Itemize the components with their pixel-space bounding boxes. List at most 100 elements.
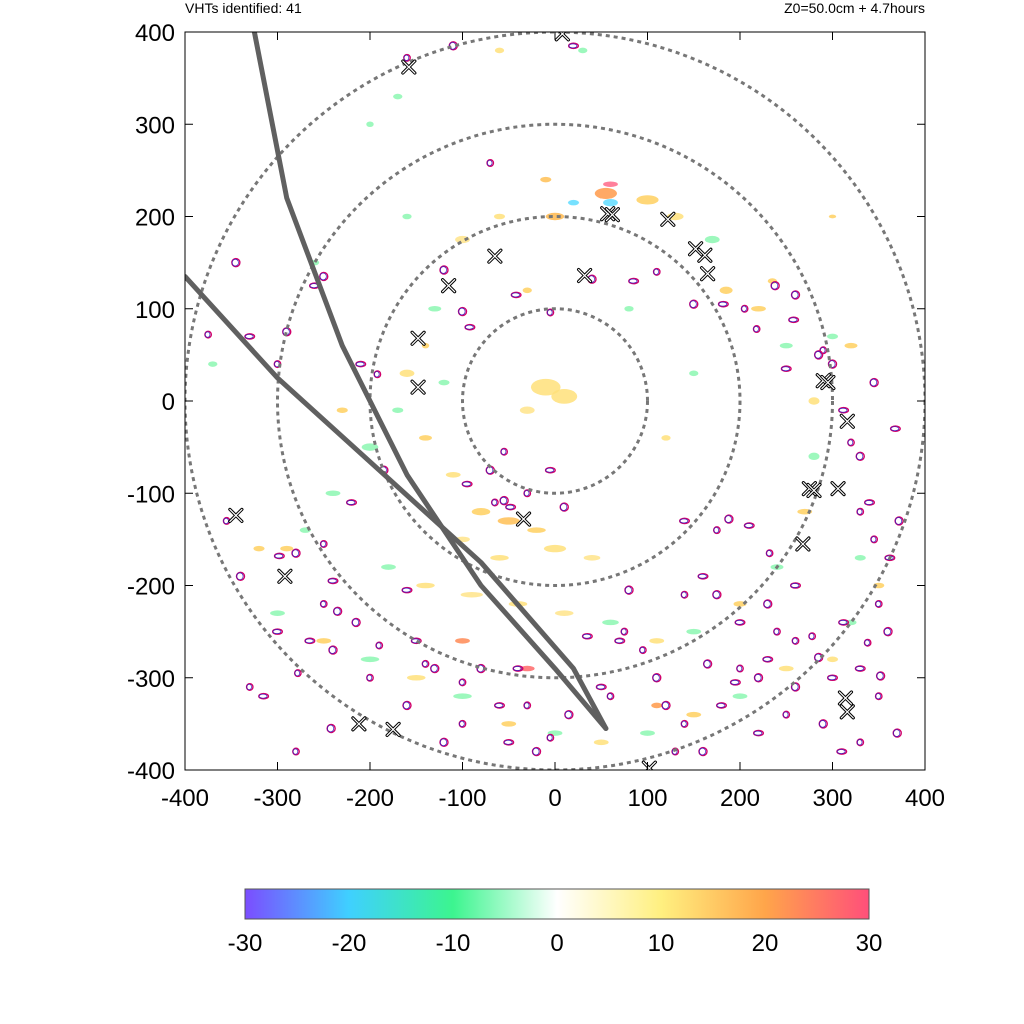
vht-marker	[641, 760, 657, 770]
vht-marker	[839, 413, 855, 429]
contour-ring-inner	[876, 672, 884, 680]
field-blob	[567, 199, 580, 206]
vht-marker	[385, 721, 401, 738]
contour-ring-inner	[272, 629, 282, 634]
contour-ring-inner	[782, 711, 789, 718]
contour-ring-inner	[814, 351, 822, 359]
vht-markers	[228, 32, 855, 770]
field-blob	[428, 305, 442, 312]
x-tick-label: 400	[905, 785, 945, 812]
vht-count-label: VHTs identified: 41	[185, 0, 302, 16]
field-blob	[280, 545, 294, 552]
marker-stroke-inner	[555, 32, 566, 41]
contour-ring-inner	[681, 720, 687, 727]
vht-marker	[515, 511, 532, 527]
field-blob	[661, 435, 671, 441]
contour-ring-inner	[741, 305, 747, 312]
contour-ring-inner	[894, 517, 903, 525]
field-noise-layer	[208, 47, 885, 746]
field-blob	[686, 711, 702, 718]
contour-ring-inner	[568, 43, 578, 49]
vht-marker	[441, 278, 457, 294]
field-blob	[501, 721, 517, 727]
contour-ring-inner	[827, 675, 837, 681]
y-tick-label: 200	[135, 205, 175, 232]
colorbar-tick-label: -10	[436, 930, 471, 957]
field-blob	[381, 564, 396, 570]
marker-stroke-inner	[698, 248, 712, 262]
contour-ring-inner	[624, 586, 632, 594]
field-blob	[751, 305, 766, 312]
contour-ring-inner	[523, 490, 530, 497]
contour-ring-inner	[320, 540, 326, 548]
y-tick-label: -200	[127, 574, 175, 601]
contour-ring-inner	[564, 710, 572, 719]
contour-ring-inner	[204, 331, 211, 338]
contour-ring-inner	[792, 637, 798, 644]
field-blob	[360, 656, 380, 663]
colorbar-tick-label: 30	[856, 930, 883, 957]
marker-stroke-inner	[821, 375, 835, 390]
field-blob	[392, 407, 404, 413]
track-lines	[185, 32, 609, 731]
contour-ring-inner	[422, 660, 428, 667]
marker-stroke-inner	[278, 569, 292, 583]
contour-ring-inner	[607, 693, 613, 700]
contour-ring-inner	[712, 590, 720, 599]
contour-ring-inner	[403, 54, 410, 61]
contour-ring-inner	[430, 664, 438, 673]
marker-stroke-inner	[442, 279, 456, 293]
contour-ring-inner	[883, 627, 891, 636]
field-blob	[624, 305, 634, 312]
field-blob	[407, 674, 426, 681]
field-blob	[419, 435, 432, 441]
field-blob	[826, 333, 839, 340]
contour-ring-inner	[753, 730, 763, 736]
contour-ring-inner	[735, 620, 744, 625]
contour-ring-inner	[494, 703, 504, 708]
vht-marker	[839, 704, 855, 720]
field-blob	[445, 472, 461, 478]
reference-circle	[461, 307, 649, 495]
field-blob	[593, 739, 609, 746]
contour-ring-inner	[355, 361, 365, 367]
depth-time-label: Z0=50.0cm + 4.7hours	[784, 0, 925, 16]
colorbar-tick-label: -30	[228, 930, 263, 957]
marker-stroke-inner	[661, 212, 675, 226]
field-blob	[416, 582, 435, 589]
contour-ring-inner	[614, 638, 624, 644]
contour-ring-inner	[770, 281, 779, 290]
marker-stroke-inner	[807, 483, 821, 498]
contour-ring-inner	[505, 504, 515, 510]
field-blob	[366, 121, 374, 128]
track-line	[185, 273, 609, 731]
reference-circles	[185, 32, 925, 770]
field-blob	[393, 93, 403, 100]
vht-marker	[351, 716, 367, 732]
contour-ring-inner	[698, 747, 706, 756]
vht-marker	[806, 482, 822, 499]
marker-stroke-inner	[516, 512, 531, 526]
colorbar-tick-labels: -30 -20 -10 0 10 20 30	[228, 930, 883, 957]
contour-ring-inner	[790, 583, 800, 588]
contour-ring-inner	[628, 278, 638, 284]
marker-stroke-inner	[701, 267, 715, 281]
reference-circle	[276, 122, 834, 680]
y-tick-label: 100	[135, 297, 175, 324]
vht-marker	[700, 266, 716, 282]
x-tick-label: 0	[548, 785, 561, 812]
contour-ring-inner	[698, 573, 707, 579]
contour-ring-inner	[864, 639, 870, 646]
field-blob	[527, 527, 546, 533]
field-blob	[826, 656, 839, 663]
contour-ring-inner	[838, 407, 848, 413]
contour-ring-inner	[596, 684, 606, 690]
contour-ring-inner	[724, 515, 732, 523]
contour-ring-inner	[328, 578, 337, 584]
field-blob	[603, 181, 618, 187]
field-blob	[636, 195, 659, 205]
field-blob	[545, 212, 565, 221]
vht-marker	[660, 211, 676, 227]
contour-ring-inner	[366, 674, 373, 681]
field-blob	[399, 369, 415, 378]
